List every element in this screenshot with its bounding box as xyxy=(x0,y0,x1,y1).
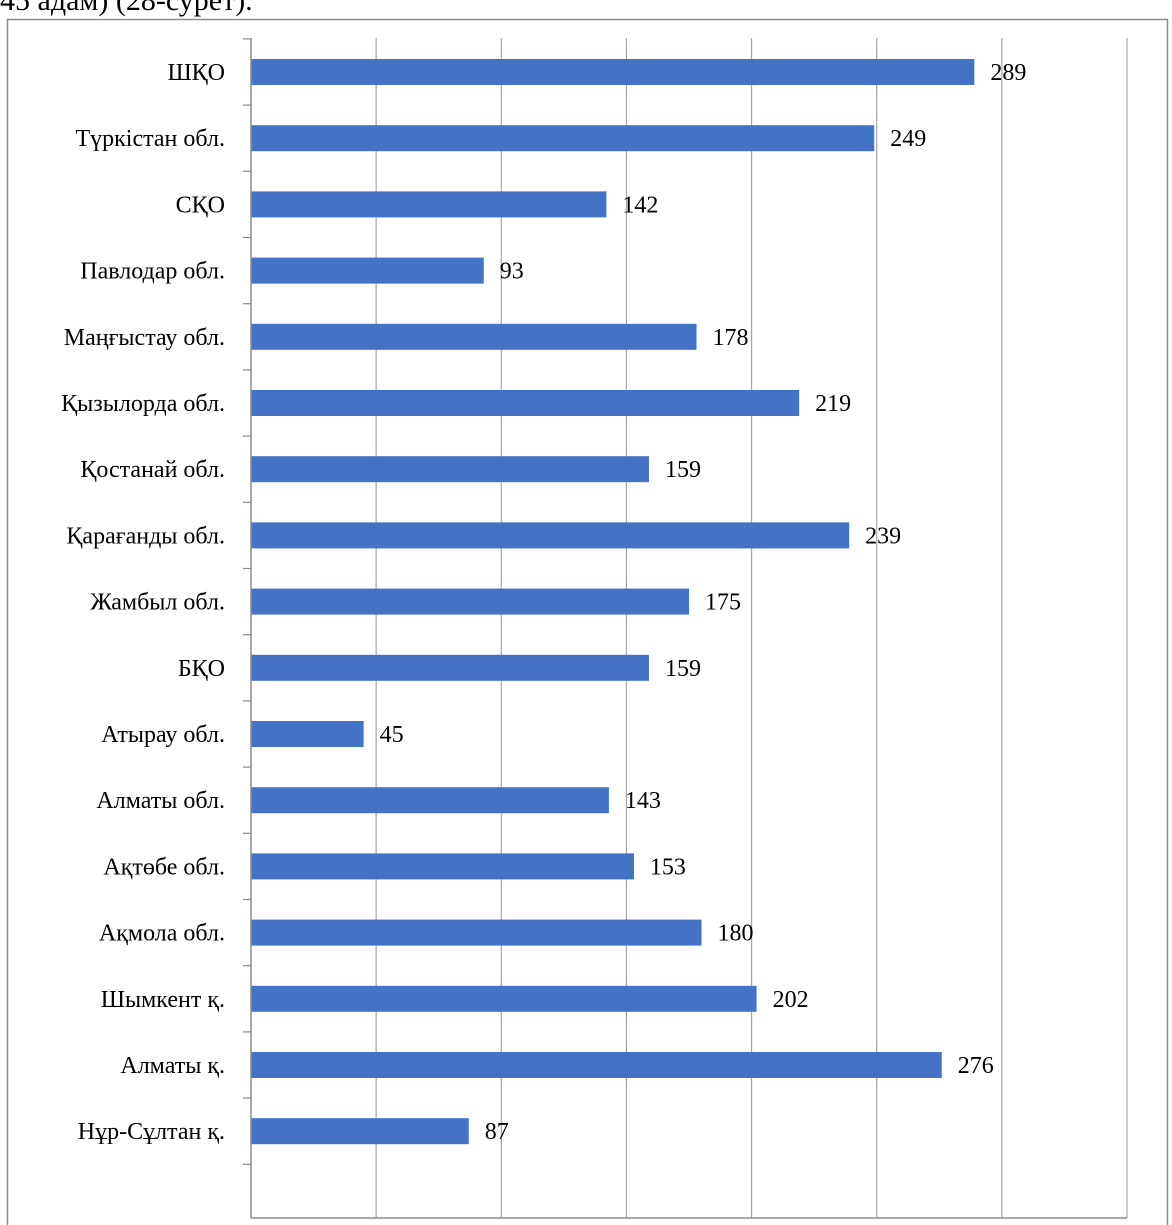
category-label-14: Шымкент қ. xyxy=(101,987,225,1013)
data-label-5: 219 xyxy=(815,391,851,417)
data-label-10: 45 xyxy=(380,722,404,748)
data-label-13: 180 xyxy=(718,921,754,947)
category-label-9: БҚО xyxy=(178,656,225,682)
category-label-1: Түркістан обл. xyxy=(75,126,225,152)
bar-0 xyxy=(251,59,975,85)
category-label-8: Жамбыл обл. xyxy=(90,590,225,616)
category-label-10: Атырау обл. xyxy=(101,722,225,748)
bar-15 xyxy=(251,1052,942,1078)
data-label-15: 276 xyxy=(958,1053,994,1079)
category-label-13: Ақмола обл. xyxy=(99,921,225,947)
data-label-12: 153 xyxy=(650,854,686,880)
category-label-0: ШҚО xyxy=(167,60,225,86)
bar-4 xyxy=(251,323,697,350)
category-label-5: Қызылорда обл. xyxy=(61,391,225,417)
bar-2 xyxy=(251,191,607,218)
bar-6 xyxy=(251,456,649,483)
data-label-2: 142 xyxy=(622,192,658,218)
data-label-14: 202 xyxy=(773,987,809,1013)
data-label-4: 178 xyxy=(713,325,749,351)
category-label-16: Нұр-Сұлтан қ. xyxy=(78,1119,225,1145)
bar-16 xyxy=(251,1118,469,1145)
category-label-11: Алматы обл. xyxy=(96,788,225,814)
bar-3 xyxy=(251,257,484,284)
category-label-7: Қарағанды обл. xyxy=(66,523,225,549)
category-label-3: Павлодар обл. xyxy=(80,259,225,285)
data-label-7: 239 xyxy=(865,523,901,549)
bar-13 xyxy=(251,919,702,946)
bars xyxy=(251,59,975,1145)
data-label-6: 159 xyxy=(665,457,701,483)
category-label-15: Алматы қ. xyxy=(120,1053,225,1079)
bar-12 xyxy=(251,853,634,880)
bar-14 xyxy=(251,985,757,1012)
bar-8 xyxy=(251,588,689,615)
data-label-0: 289 xyxy=(990,60,1026,86)
gridlines xyxy=(375,38,1128,1218)
data-label-11: 143 xyxy=(625,788,661,814)
category-label-12: Ақтөбе обл. xyxy=(103,854,225,880)
data-label-9: 159 xyxy=(665,656,701,682)
data-label-3: 93 xyxy=(500,259,524,285)
category-label-6: Қостанай обл. xyxy=(80,457,225,483)
caption-text: 45 адам) (28-сурет). xyxy=(0,0,253,17)
bar-1 xyxy=(251,125,875,152)
axes xyxy=(243,38,1127,1219)
bar-10 xyxy=(251,721,364,747)
bar-9 xyxy=(251,654,649,681)
bar-11 xyxy=(251,787,609,814)
data-label-8: 175 xyxy=(705,590,741,616)
labels: 289 ШҚО 249 Түркістан обл. 142 СҚО 93 Павлодар … xyxy=(61,60,1026,1145)
bar-5 xyxy=(251,390,800,416)
data-label-16: 87 xyxy=(485,1119,509,1145)
chart-frame xyxy=(6,18,1169,1225)
data-label-1: 249 xyxy=(890,126,926,152)
category-label-4: Маңғыстау обл. xyxy=(64,325,225,351)
category-label-2: СҚО xyxy=(176,192,225,218)
bar-7 xyxy=(251,522,850,549)
